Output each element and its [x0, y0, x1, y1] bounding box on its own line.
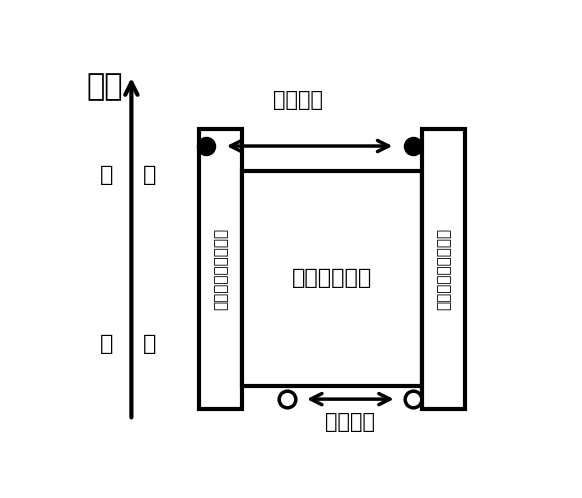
- Bar: [423, 129, 465, 409]
- Text: 导: 导: [100, 165, 113, 185]
- Text: 带: 带: [143, 165, 156, 185]
- Text: 导带电子: 导带电子: [274, 90, 323, 110]
- Text: 价带空穴: 价带空穴: [325, 412, 375, 432]
- Text: 价: 价: [100, 334, 113, 354]
- Text: 钙钛矿活性层: 钙钛矿活性层: [292, 268, 372, 288]
- Text: 能量: 能量: [86, 72, 123, 101]
- Bar: [199, 129, 242, 409]
- Bar: [242, 171, 423, 385]
- Text: 空穴传输层复合界面: 空穴传输层复合界面: [436, 228, 451, 310]
- Text: 电子传输层复合界面: 电子传输层复合界面: [213, 228, 228, 310]
- Text: 带: 带: [143, 334, 156, 354]
